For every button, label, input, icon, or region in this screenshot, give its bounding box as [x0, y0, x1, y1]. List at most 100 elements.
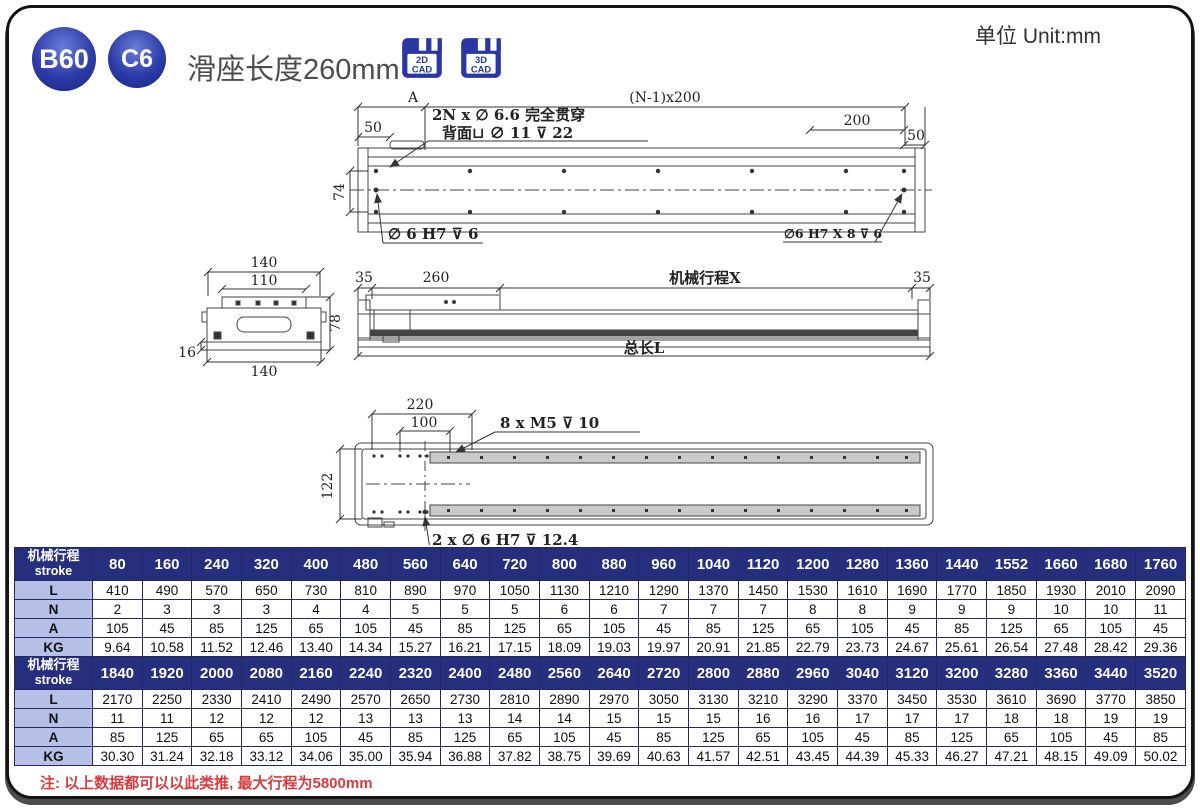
- cell-n: 11: [141, 708, 193, 728]
- series-badge-b60: B60: [32, 27, 96, 91]
- stroke-value-header: 2160: [290, 656, 342, 690]
- cell-n: 5: [439, 599, 491, 619]
- cad-3d-label-bottom: CAD: [471, 64, 492, 75]
- dim-110: 110: [251, 273, 278, 289]
- cell-n: 5: [489, 599, 541, 619]
- cell-n: 7: [638, 599, 690, 619]
- cell-l: 970: [439, 580, 491, 600]
- cell-kg: 22.79: [787, 637, 839, 657]
- dim-50-right: 50: [907, 128, 925, 144]
- cell-l: 3610: [986, 689, 1037, 709]
- cell-kg: 36.88: [439, 746, 491, 766]
- cell-l: 3130: [688, 689, 739, 709]
- cell-a: 85: [1135, 727, 1186, 747]
- cell-n: 12: [241, 708, 292, 728]
- dim-74: 74: [332, 183, 348, 201]
- table-row-l: L 410 490 570 650 730 810 890 970 1050 1130 1210 129…: [14, 580, 1186, 600]
- cell-kg: 26.54: [986, 637, 1037, 657]
- bottom-view-dimensions: [335, 409, 640, 545]
- cad-3d-button[interactable]: 3D CAD: [457, 34, 505, 82]
- table-row-a: A 85 125 65 65 105 45 85 125 65 105 45 85 125 65 105 45 8…: [14, 727, 1186, 747]
- cell-a: 65: [489, 727, 541, 747]
- cell-kg: 40.63: [638, 746, 690, 766]
- cell-kg: 12.46: [241, 637, 292, 657]
- cell-n: 7: [737, 599, 789, 619]
- cell-n: 6: [588, 599, 640, 619]
- cell-a: 105: [1035, 727, 1087, 747]
- cell-l: 3450: [886, 689, 938, 709]
- stroke-header-row: 机械行程 stroke 80 160 240 320 400 480 560 640 720 800 8…: [14, 547, 1186, 581]
- cad-2d-button[interactable]: 2D CAD: [398, 34, 446, 82]
- note-m5: 8 x M5 ⊽ 10: [500, 414, 599, 432]
- cell-kg: 39.69: [588, 746, 640, 766]
- stroke-value-header: 3120: [886, 656, 938, 690]
- cell-kg: 16.21: [439, 637, 491, 657]
- cross-section-dimensions: [196, 267, 335, 367]
- cell-n: 12: [290, 708, 342, 728]
- cell-l: 3690: [1035, 689, 1087, 709]
- stroke-value-header: 400: [290, 547, 342, 581]
- cell-a: 125: [737, 618, 789, 638]
- cell-a: 45: [1135, 618, 1186, 638]
- row-label-n: N: [14, 599, 93, 619]
- stroke-value-header: 1040: [688, 547, 739, 581]
- stroke-value-header: 2320: [390, 656, 441, 690]
- stroke-value-header: 3280: [986, 656, 1037, 690]
- cell-l: 730: [290, 580, 342, 600]
- cell-a: 105: [539, 727, 590, 747]
- stroke-value-header: 1920: [141, 656, 193, 690]
- cell-a: 45: [638, 618, 690, 638]
- cell-l: 490: [141, 580, 193, 600]
- cell-n: 19: [1135, 708, 1186, 728]
- stroke-value-header: 2800: [688, 656, 739, 690]
- cell-kg: 13.40: [290, 637, 342, 657]
- cell-l: 3050: [638, 689, 690, 709]
- dim-78: 78: [328, 314, 344, 332]
- cell-a: 65: [737, 727, 789, 747]
- stroke-value-header: 1360: [886, 547, 938, 581]
- cell-n: 17: [837, 708, 888, 728]
- stroke-value-header: 1680: [1085, 547, 1137, 581]
- cell-a: 65: [986, 727, 1037, 747]
- stroke-value-header: 2880: [737, 656, 789, 690]
- cell-n: 13: [390, 708, 441, 728]
- cell-l: 3370: [837, 689, 888, 709]
- cell-a: 45: [390, 618, 441, 638]
- cell-n: 6: [539, 599, 590, 619]
- cell-a: 85: [688, 618, 739, 638]
- cell-a: 125: [489, 618, 541, 638]
- cell-l: 2330: [191, 689, 243, 709]
- stroke-value-header: 1552: [986, 547, 1037, 581]
- cell-n: 2: [92, 599, 143, 619]
- cell-kg: 19.97: [638, 637, 690, 657]
- cell-kg: 27.48: [1035, 637, 1087, 657]
- cell-a: 125: [141, 727, 193, 747]
- cad-2d-label-bottom: CAD: [412, 64, 433, 75]
- cell-a: 65: [191, 727, 243, 747]
- cell-a: 85: [638, 727, 690, 747]
- cell-kg: 45.33: [886, 746, 938, 766]
- stroke-row-header: 机械行程 stroke: [14, 656, 93, 690]
- cell-a: 65: [539, 618, 590, 638]
- cell-l: 3850: [1135, 689, 1186, 709]
- cell-n: 8: [837, 599, 888, 619]
- cell-l: 2170: [92, 689, 143, 709]
- cell-kg: 24.67: [886, 637, 938, 657]
- cell-n: 17: [886, 708, 938, 728]
- cell-kg: 33.12: [241, 746, 292, 766]
- cell-a: 125: [439, 727, 491, 747]
- stroke-value-header: 2240: [340, 656, 392, 690]
- cell-kg: 43.45: [787, 746, 839, 766]
- cell-kg: 15.27: [390, 637, 441, 657]
- row-label-a: A: [14, 618, 93, 638]
- cell-a: 125: [986, 618, 1037, 638]
- table-row-a: A 105 45 85 125 65 105 45 85 125 65 105 45 85 125 65 105…: [14, 618, 1186, 638]
- cell-l: 650: [241, 580, 292, 600]
- stroke-value-header: 1840: [92, 656, 143, 690]
- cell-l: 1930: [1035, 580, 1087, 600]
- cell-kg: 19.03: [588, 637, 640, 657]
- dim-260: 260: [423, 270, 450, 286]
- cell-l: 1130: [539, 580, 590, 600]
- cell-kg: 25.61: [936, 637, 988, 657]
- stroke-value-header: 800: [539, 547, 590, 581]
